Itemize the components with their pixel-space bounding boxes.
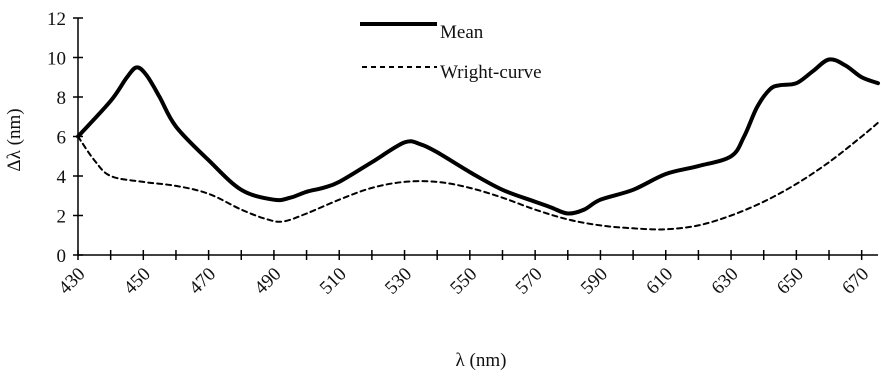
series-line-mean: [76, 57, 880, 216]
y-tick-label: 6: [57, 128, 67, 149]
legend: Mean Wright-curve: [360, 22, 542, 83]
y-tick-group: 0 2 4 6 8 10 12: [47, 9, 83, 267]
x-tick-label: 650: [773, 264, 808, 299]
y-tick-label: 2: [57, 207, 67, 228]
y-axis-title: Δλ (nm): [4, 108, 25, 171]
x-axis-title: λ (nm): [456, 350, 507, 371]
x-tick-label: 450: [120, 264, 155, 299]
y-tick-label: 0: [57, 246, 67, 267]
series-layer: [76, 57, 880, 231]
x-tick-label: 630: [708, 264, 743, 299]
x-tick-label: 570: [512, 264, 547, 299]
y-tick-label: 10: [47, 49, 66, 70]
x-tick-label: 670: [838, 264, 873, 299]
legend-label-wright-curve: Wright-curve: [440, 62, 542, 83]
x-tick-label: 590: [577, 264, 612, 299]
x-tick-label: 470: [185, 264, 220, 299]
y-tick-label: 12: [47, 9, 66, 30]
x-tick-label: 530: [381, 264, 416, 299]
y-tick-label: 8: [57, 88, 67, 109]
x-tick-label: 490: [250, 264, 285, 299]
x-tick-label: 550: [446, 264, 481, 299]
legend-label-mean: Mean: [440, 22, 484, 43]
series-line-wright-curve: [77, 121, 879, 231]
x-tick-label: 610: [642, 264, 677, 299]
y-tick-label: 4: [57, 167, 67, 188]
x-tick-label: 510: [316, 264, 351, 299]
x-tick-group: 430 450 470 490 510 530 550 570 590 610 630 650 670: [55, 250, 873, 299]
x-tick-label: 430: [55, 264, 90, 299]
